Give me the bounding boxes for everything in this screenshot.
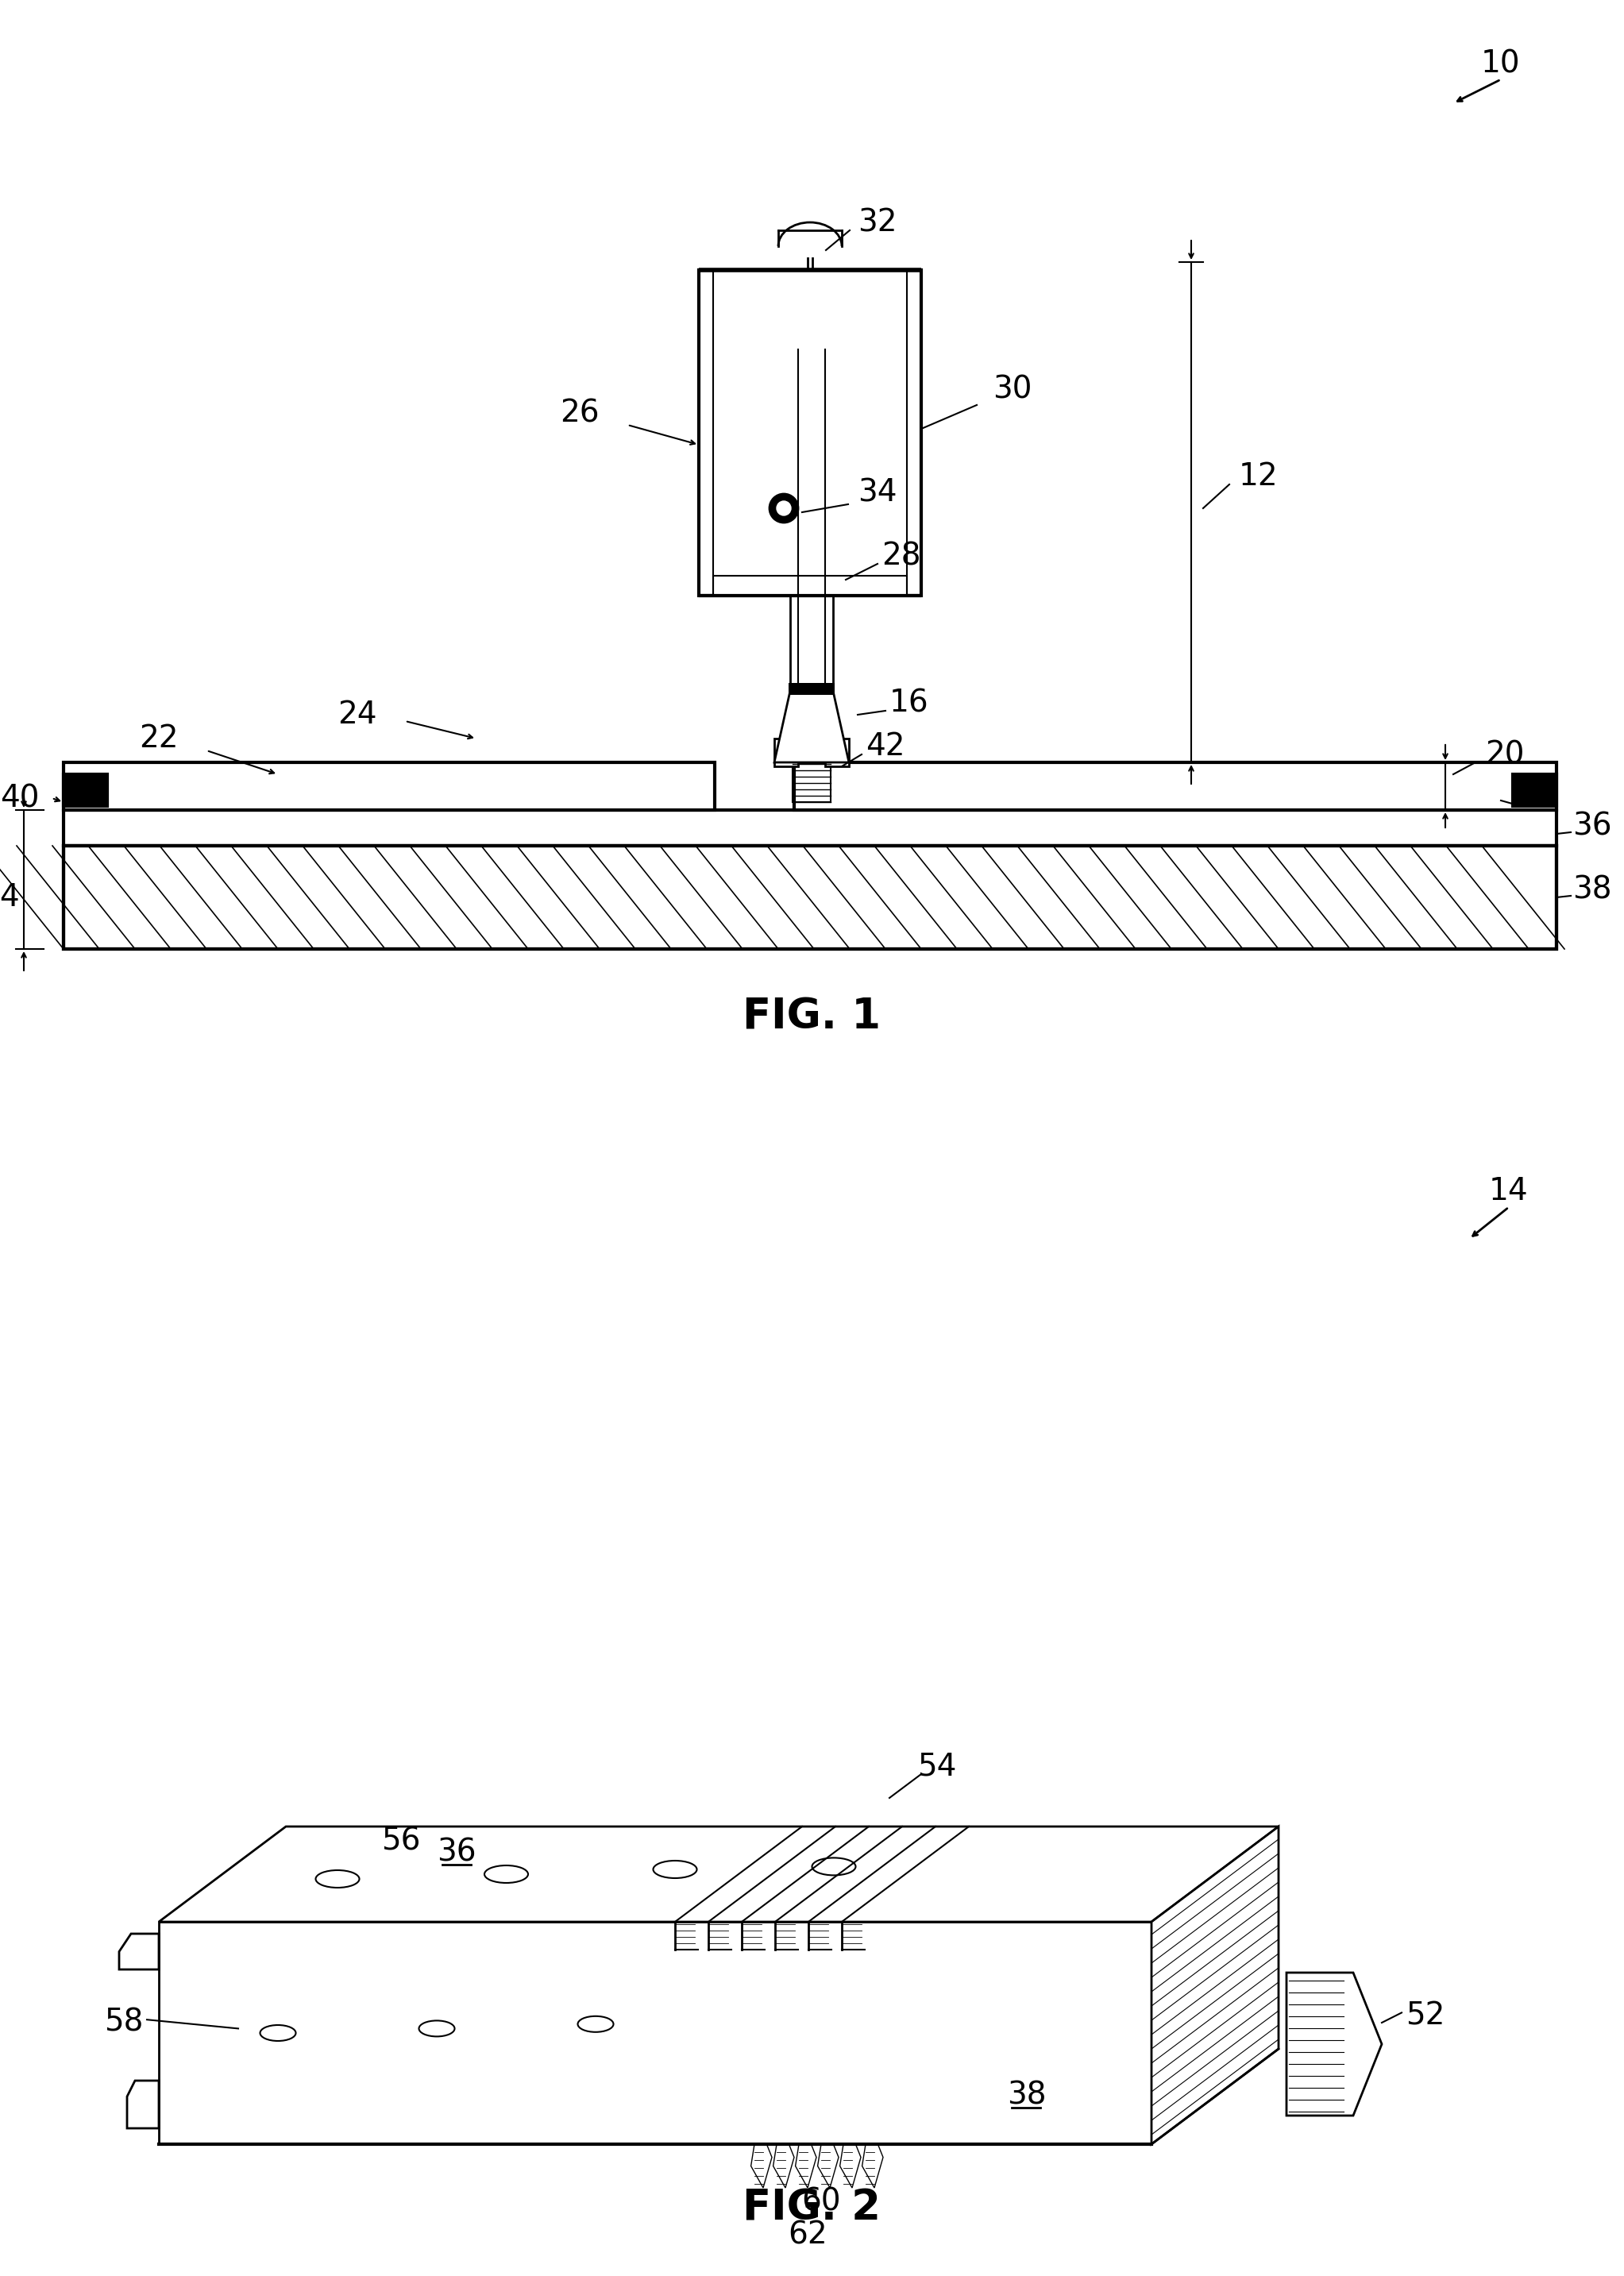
Text: 14: 14 xyxy=(0,883,19,913)
Bar xyxy=(775,737,797,767)
Text: 42: 42 xyxy=(866,731,905,762)
Text: 40: 40 xyxy=(0,783,39,813)
Ellipse shape xyxy=(484,1866,528,1882)
Text: 38: 38 xyxy=(1572,874,1611,904)
Text: 58: 58 xyxy=(104,2007,143,2037)
Text: 18: 18 xyxy=(1509,778,1548,810)
Text: 56: 56 xyxy=(382,1825,421,1855)
Bar xyxy=(63,810,1556,847)
Ellipse shape xyxy=(578,2017,614,2032)
Ellipse shape xyxy=(260,2026,296,2042)
Text: 36: 36 xyxy=(1572,810,1611,842)
Ellipse shape xyxy=(812,1857,856,1875)
Text: 22: 22 xyxy=(140,724,179,753)
Bar xyxy=(825,737,849,767)
Bar xyxy=(830,747,843,760)
Polygon shape xyxy=(159,1828,1278,1921)
Polygon shape xyxy=(119,1935,159,1969)
Text: 38: 38 xyxy=(1007,2080,1046,2110)
Bar xyxy=(713,576,906,596)
Polygon shape xyxy=(862,2144,883,2187)
Polygon shape xyxy=(159,1921,1151,2144)
Text: 28: 28 xyxy=(882,542,921,571)
Polygon shape xyxy=(1286,1973,1382,2117)
Polygon shape xyxy=(750,2144,771,2187)
Bar xyxy=(698,271,921,596)
Text: 30: 30 xyxy=(992,373,1031,405)
Bar xyxy=(778,747,793,760)
Bar xyxy=(793,762,830,801)
Text: 16: 16 xyxy=(890,687,929,717)
Bar xyxy=(1514,774,1556,806)
Polygon shape xyxy=(775,692,849,762)
Bar xyxy=(789,683,835,694)
Bar xyxy=(791,351,833,692)
Bar xyxy=(63,774,107,806)
Text: FIG. 2: FIG. 2 xyxy=(742,2187,880,2228)
Ellipse shape xyxy=(653,1862,697,1878)
Text: 36: 36 xyxy=(437,1837,476,1866)
Polygon shape xyxy=(773,2144,794,2187)
Text: 12: 12 xyxy=(1239,462,1278,492)
Ellipse shape xyxy=(315,1871,359,1887)
Text: 34: 34 xyxy=(857,478,896,508)
Circle shape xyxy=(770,494,797,523)
Bar xyxy=(63,762,715,810)
Text: 24: 24 xyxy=(338,699,377,731)
Bar xyxy=(794,762,1556,810)
Text: 54: 54 xyxy=(918,1750,957,1782)
Text: 10: 10 xyxy=(1481,48,1520,80)
Text: FIG. 1: FIG. 1 xyxy=(742,997,880,1038)
Polygon shape xyxy=(840,2144,861,2187)
Bar xyxy=(63,847,1556,949)
Polygon shape xyxy=(1151,1828,1278,2144)
Text: 32: 32 xyxy=(857,207,896,237)
Polygon shape xyxy=(796,2144,817,2187)
Ellipse shape xyxy=(419,2021,455,2037)
Polygon shape xyxy=(127,2080,159,2128)
Polygon shape xyxy=(817,2144,838,2187)
Text: 14: 14 xyxy=(1489,1177,1528,1206)
Text: 26: 26 xyxy=(560,398,599,428)
Circle shape xyxy=(776,501,791,514)
Text: 52: 52 xyxy=(1406,2001,1445,2030)
Bar xyxy=(63,847,1556,949)
Text: 20: 20 xyxy=(1484,740,1525,769)
Text: 60: 60 xyxy=(801,2187,841,2217)
Text: 62: 62 xyxy=(788,2219,828,2249)
